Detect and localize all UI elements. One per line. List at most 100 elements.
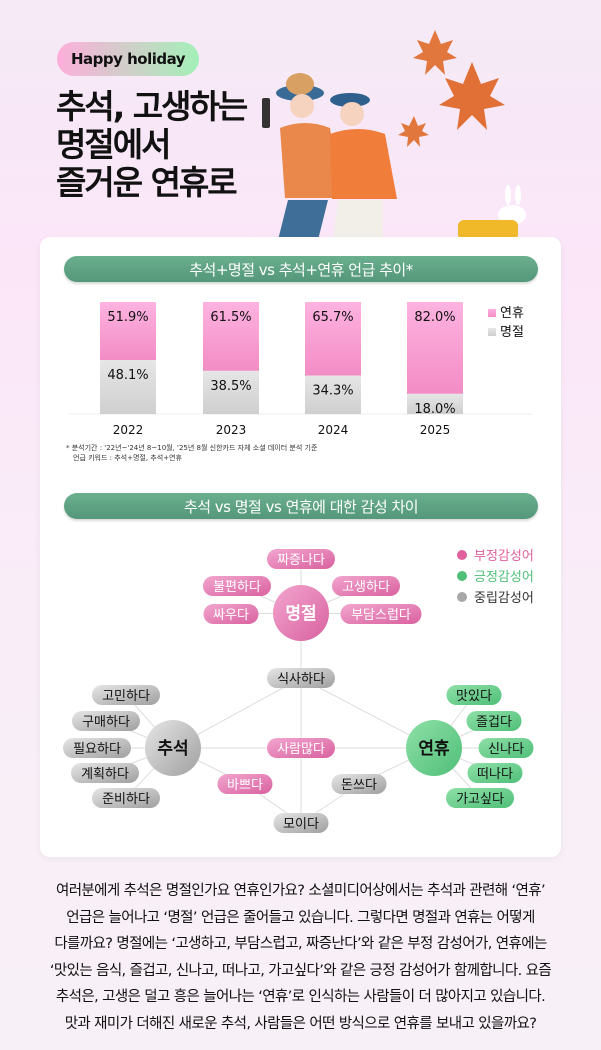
bar-myeongjeol xyxy=(203,370,259,414)
positive-word-node xyxy=(467,763,523,783)
page-title: 추석, 고생하는 명절에서 즐거운 연휴로 xyxy=(56,87,248,202)
negative-word-node xyxy=(203,576,271,596)
title-line: 추석, 고생하는 xyxy=(56,87,248,126)
body-line: 맛과 재미가 더해진 새로운 추석, 사람들은 어떤 방식으로 연휴를 보내고 … xyxy=(64,1015,537,1032)
body-line: 다를까요? 명절에는 ‘고생하고, 부담스럽고, 짜증난다’와 같은 부정 감성… xyxy=(54,936,547,952)
bar-myeongjeol xyxy=(407,393,463,414)
hub-label: 명절 xyxy=(285,603,316,624)
title-line: 즐거운 연휴로 xyxy=(56,163,238,202)
bar-myeongjeol xyxy=(100,360,156,414)
negative-word-label: 바쁘다 xyxy=(227,778,263,793)
maple-leaf-icon xyxy=(439,62,505,130)
neutral-word-node xyxy=(71,763,139,783)
positive-word-label: 즐겁다 xyxy=(476,715,512,730)
neutral-word-node xyxy=(273,813,329,833)
hub-node-yeonhyu xyxy=(406,720,462,776)
data-label-yeonhyu: 82.0% xyxy=(414,310,455,325)
data-label-myeongjeol: 34.3% xyxy=(312,384,353,399)
neutral-word-label: 구매하다 xyxy=(82,715,130,730)
neutral-word-node xyxy=(331,774,387,794)
suitcase xyxy=(458,220,518,240)
legend-label: 연휴 xyxy=(500,306,524,321)
positive-word-node xyxy=(478,738,534,758)
legend-dot xyxy=(457,592,467,602)
footnote-line: 언급 키워드 : 추석+명절, 추석+연휴 xyxy=(73,454,182,462)
man-figure xyxy=(262,73,340,240)
maple-leaf-icon xyxy=(398,116,429,147)
bar-yeonhyu xyxy=(407,302,463,394)
x-tick-label: 2025 xyxy=(420,423,451,437)
data-label-myeongjeol: 18.0% xyxy=(414,402,455,417)
positive-word-label: 신나다 xyxy=(488,742,524,757)
title-line: 명절에서 xyxy=(56,125,171,164)
neutral-word-node xyxy=(92,788,160,808)
legend-label: 중립감성어 xyxy=(474,591,534,606)
negative-word-node xyxy=(203,604,259,624)
legend-label: 부정감성어 xyxy=(474,549,534,564)
neutral-word-label: 식사하다 xyxy=(277,672,325,687)
body-line: ‘맛있는 음식, 즐겁고, 신나고, 떠나고, 가고싶다’와 같은 긍정 감성어… xyxy=(49,962,552,979)
legend-swatch xyxy=(488,328,496,336)
chart-footnote: * 분석기간 : '22년~'24년 8~10월, '25년 8월 신한카드 자… xyxy=(66,443,317,463)
data-label-myeongjeol: 38.5% xyxy=(210,379,251,394)
legend-swatch xyxy=(488,309,496,317)
bar-yeonhyu xyxy=(203,302,259,371)
x-tick-label: 2024 xyxy=(318,423,349,437)
data-label-yeonhyu: 65.7% xyxy=(312,310,353,325)
neutral-word-label: 고민하다 xyxy=(102,689,150,704)
neutral-word-label: 필요하다 xyxy=(73,742,121,757)
positive-word-label: 가고싶다 xyxy=(456,792,504,807)
x-tick-label: 2023 xyxy=(216,423,247,437)
bar-yeonhyu xyxy=(100,302,156,361)
neutral-word-label: 준비하다 xyxy=(102,792,150,807)
negative-word-label: 부담스럽다 xyxy=(351,608,411,623)
negative-word-label: 불편하다 xyxy=(213,580,261,595)
body-line: 여러분에게 추석은 명절인가요 연휴인가요? 소셜미디어상에서는 추석과 관련해… xyxy=(55,883,546,899)
neutral-word-node xyxy=(92,685,160,705)
maple-leaf-icon xyxy=(413,30,457,75)
data-label-yeonhyu: 51.9% xyxy=(107,310,148,325)
infographic-card: 추석+명절 vs 추석+연휴 언급 추이* 51.9% 48.1% 2022 61.5… xyxy=(40,237,561,857)
neutral-word-label: 모이다 xyxy=(283,817,319,832)
hub-node-myeongjeol xyxy=(273,585,329,641)
rabbit-figure xyxy=(498,185,526,225)
positive-word-label: 맛있다 xyxy=(456,689,492,704)
negative-word-label: 짜증나다 xyxy=(277,553,325,568)
data-label-yeonhyu: 61.5% xyxy=(210,310,251,325)
neutral-word-node xyxy=(267,668,335,688)
body-line: 추석은, 고생은 덜고 흥은 늘어나는 ‘연휴’로 인식하는 사람들이 더 많아… xyxy=(55,989,546,1005)
neutral-word-node xyxy=(63,738,131,758)
woman-figure xyxy=(330,93,397,240)
negative-word-node xyxy=(267,738,335,758)
negative-word-node xyxy=(217,774,273,794)
footnote-line: * 분석기간 : '22년~'24년 8~10월, '25년 8월 신한카드 자… xyxy=(66,444,318,452)
hub-node-chuseok xyxy=(145,720,201,776)
negative-word-label: 고생하다 xyxy=(342,580,390,595)
positive-word-node xyxy=(446,685,502,705)
bar-yeonhyu xyxy=(305,302,361,376)
negative-word-node xyxy=(267,549,335,569)
neutral-word-label: 계획하다 xyxy=(81,767,129,782)
positive-word-node xyxy=(446,788,514,808)
happy-holiday-badge: Happy holiday xyxy=(57,42,199,76)
body-line: 언급은 늘어나고 ‘명절’ 언급은 줄어들고 있습니다. 그렇다면 명절과 연휴… xyxy=(66,909,535,926)
legend-label: 긍정감성어 xyxy=(474,570,534,585)
data-label-myeongjeol: 48.1% xyxy=(107,368,148,383)
positive-word-node xyxy=(466,711,522,731)
legend-dot xyxy=(457,550,467,560)
negative-word-label: 사람많다 xyxy=(277,742,325,757)
x-tick-label: 2022 xyxy=(113,423,144,437)
negative-word-node xyxy=(332,576,400,596)
legend-label: 명절 xyxy=(500,325,524,340)
neutral-word-label: 돈쓰다 xyxy=(341,778,377,793)
hub-label: 연휴 xyxy=(418,738,450,759)
neutral-word-node xyxy=(72,711,140,731)
legend-dot xyxy=(457,571,467,581)
negative-word-node xyxy=(340,604,422,624)
sentiment-section-title: 추석 vs 명절 vs 연휴에 대한 감성 차이 xyxy=(64,493,538,519)
bar-myeongjeol xyxy=(305,375,361,414)
hub-label: 추석 xyxy=(157,739,188,759)
positive-word-label: 떠나다 xyxy=(477,767,513,782)
body-paragraph: 여러분에게 추석은 명절인가요 연휴인가요? 소셜미디어상에서는 추석과 관련해… xyxy=(30,878,571,1037)
